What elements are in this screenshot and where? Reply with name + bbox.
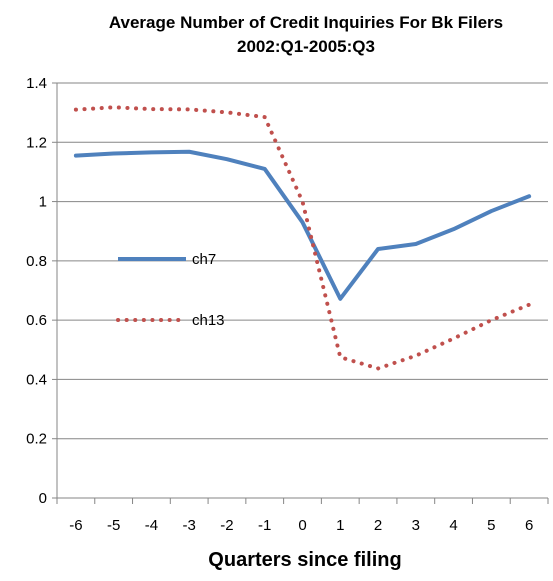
x-tick-label: 5 bbox=[487, 517, 495, 534]
y-tick-label: 1.2 bbox=[26, 134, 47, 151]
x-tick-label: 0 bbox=[298, 517, 306, 534]
axes bbox=[52, 82, 549, 504]
x-tick-label: -1 bbox=[258, 517, 271, 534]
chart-title: Average Number of Credit Inquiries For B… bbox=[109, 13, 503, 32]
y-tick-label: 1.4 bbox=[26, 75, 47, 92]
y-tick-label: 0.6 bbox=[26, 312, 47, 329]
x-tick-label: -3 bbox=[183, 517, 196, 534]
x-tick-label: 4 bbox=[449, 517, 457, 534]
y-tick-label: 0.4 bbox=[26, 371, 47, 388]
x-tick-label: 2 bbox=[374, 517, 382, 534]
x-tick-label: 1 bbox=[336, 517, 344, 534]
x-tick-label: -2 bbox=[220, 517, 233, 534]
y-tick-labels: 0 0.2 0.4 0.6 0.8 1 1.2 1.4 bbox=[26, 75, 47, 507]
y-tick-label: 1 bbox=[39, 194, 47, 211]
legend-label-ch7: ch7 bbox=[192, 251, 216, 268]
x-tick-label: -6 bbox=[69, 517, 82, 534]
chart-subtitle: 2002:Q1-2005:Q3 bbox=[237, 37, 375, 56]
data-series bbox=[73, 105, 532, 371]
y-tick-label: 0 bbox=[39, 490, 47, 507]
y-tick-label: 0.2 bbox=[26, 431, 47, 448]
y-tick-label: 0.8 bbox=[26, 253, 47, 270]
x-tick-label: -4 bbox=[145, 517, 158, 534]
x-axis-title: Quarters since filing bbox=[208, 549, 401, 571]
legend-label-ch13: ch13 bbox=[192, 312, 225, 329]
x-tick-label: -5 bbox=[107, 517, 120, 534]
x-tick-label: 3 bbox=[412, 517, 420, 534]
x-tick-label: 6 bbox=[525, 517, 533, 534]
legend: ch7 ch13 bbox=[116, 251, 225, 329]
series-line-ch7 bbox=[73, 149, 532, 301]
x-tick-labels: -6 -5 -4 -3 -2 -1 0 1 2 3 4 5 6 bbox=[69, 517, 533, 534]
series-line-ch13 bbox=[73, 105, 532, 371]
